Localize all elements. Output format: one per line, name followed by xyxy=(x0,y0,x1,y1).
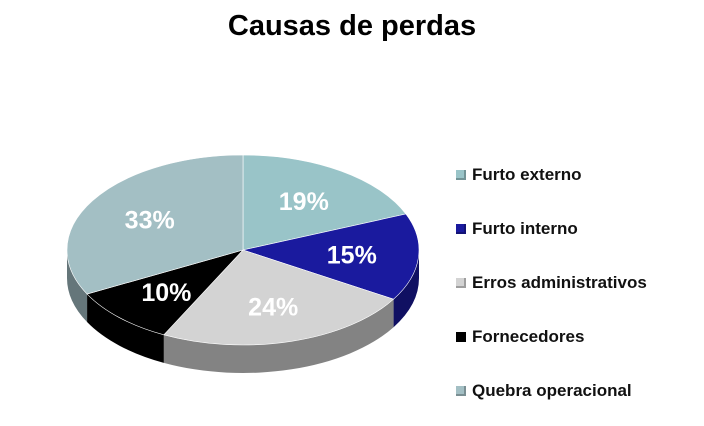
data-label-furto-externo: 19% xyxy=(279,188,329,216)
data-label-quebra-operacional: 33% xyxy=(125,207,175,235)
legend-label: Furto interno xyxy=(472,219,578,238)
pie-label-layer: 19% 15% 24% 10% 33% xyxy=(125,188,377,322)
legend-swatch xyxy=(456,170,466,180)
legend-label: Fornecedores xyxy=(472,327,585,346)
legend-swatch xyxy=(456,386,466,396)
legend-label: Furto externo xyxy=(472,165,582,184)
legend-swatch xyxy=(456,224,466,234)
pie-side-erros-administrativos xyxy=(163,299,394,373)
legend-item-quebra-operacional: Quebra operacional xyxy=(456,364,647,418)
pie-slice-furto-interno xyxy=(241,213,420,300)
chart-title: Causas de perdas xyxy=(227,10,477,42)
data-label-furto-interno: 15% xyxy=(327,242,377,270)
legend-item-furto-externo: Furto externo xyxy=(456,148,647,202)
pie-slice-furto-externo xyxy=(242,154,407,251)
pie-slice-quebra-operacional xyxy=(66,154,244,295)
pie-side-quebra-operacional xyxy=(67,250,88,323)
pie-side-layer xyxy=(67,250,419,373)
legend-swatch xyxy=(456,332,466,342)
data-label-fornecedores: 10% xyxy=(141,279,191,307)
pie-side-furto-interno xyxy=(393,250,419,328)
pie-slice-fornecedores xyxy=(86,249,244,336)
pie-slice-erros-administrativos xyxy=(163,249,395,346)
legend-swatch xyxy=(456,278,466,288)
legend-label: Erros administrativos xyxy=(472,273,647,292)
pie-top-layer xyxy=(66,154,420,346)
pie-side-fornecedores xyxy=(87,294,164,363)
data-label-erros-administrativos: 24% xyxy=(248,294,298,322)
legend-item-erros-administrativos: Erros administrativos xyxy=(456,256,647,310)
legend-item-fornecedores: Fornecedores xyxy=(456,310,647,364)
legend: Furto externo Furto interno Erros administ… xyxy=(456,148,647,418)
legend-label: Quebra operacional xyxy=(472,381,632,400)
legend-item-furto-interno: Furto interno xyxy=(456,202,647,256)
